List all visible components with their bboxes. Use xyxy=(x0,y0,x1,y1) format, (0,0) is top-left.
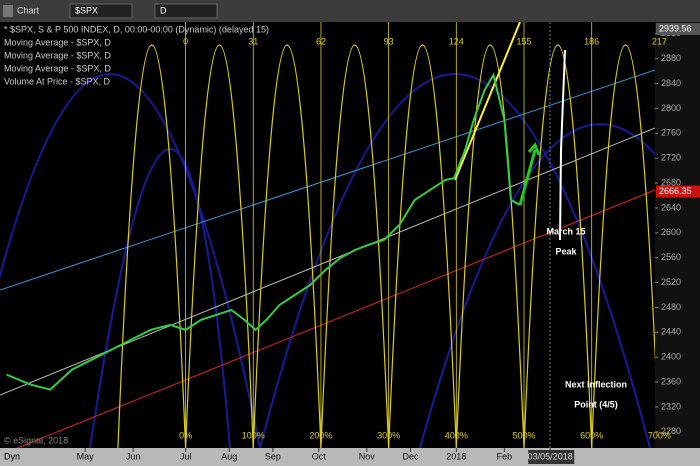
symbol-box[interactable] xyxy=(69,3,133,19)
cycle-label: 155 xyxy=(516,36,531,46)
annotation: Next Inflection xyxy=(565,379,627,389)
cycle-arc xyxy=(523,44,593,448)
cycle-label: 186 xyxy=(584,36,599,46)
corner-label: Dyn xyxy=(4,451,20,461)
legend-1: Moving Average - $SPX, D xyxy=(4,37,111,47)
percent-label: 400% xyxy=(445,430,468,440)
y-tick-label: 2320 xyxy=(661,401,681,411)
cycle-label: 31 xyxy=(248,36,258,46)
y-tick-label: 2280 xyxy=(661,426,681,436)
cycle-arc xyxy=(117,44,187,448)
x-tick-label: Jul xyxy=(180,451,192,461)
toolbar-title: Chart xyxy=(17,5,40,15)
y-tick-label: 2680 xyxy=(661,177,681,187)
x-tick-label: May xyxy=(77,451,95,461)
interval-box[interactable] xyxy=(154,3,218,19)
y-tick-label: 2400 xyxy=(661,352,681,362)
chart-icon[interactable] xyxy=(3,5,13,17)
x-tick-label: 03/05/2018 xyxy=(528,451,573,461)
price-line xyxy=(6,72,521,391)
x-tick-label: Jun xyxy=(126,451,141,461)
y-tick-label: 2440 xyxy=(661,327,681,337)
y-tick-label: 2840 xyxy=(661,78,681,88)
y-tick-label: 2640 xyxy=(661,202,681,212)
cycle-arc xyxy=(388,44,457,448)
y-tick-label: 2600 xyxy=(661,227,681,237)
trend-line xyxy=(454,22,521,181)
y-tick-label: 2720 xyxy=(661,153,681,163)
percent-label: 300% xyxy=(377,430,400,440)
symbol: $SPX xyxy=(75,5,98,15)
cycle-label: 0 xyxy=(183,36,188,46)
channel-lower xyxy=(15,189,655,448)
x-tick-label: 2018 xyxy=(446,451,466,461)
y-tick-label: 2480 xyxy=(661,302,681,312)
cycle-arc xyxy=(184,44,254,448)
price-tag xyxy=(656,185,700,198)
x-tick-label: Feb xyxy=(497,451,513,461)
percent-label: 500% xyxy=(512,430,535,440)
legend-0: * $SPX, S & P 500 INDEX, D, 00:00-00:00 … xyxy=(4,24,269,34)
x-tick-label: Sep xyxy=(265,451,281,461)
cycle-arc xyxy=(591,44,655,448)
percent-label: 200% xyxy=(309,430,332,440)
channel-upper xyxy=(0,69,655,291)
projection xyxy=(559,49,566,241)
x-tick-label: Dec xyxy=(402,451,419,461)
percent-label: 600% xyxy=(580,430,603,440)
time-axis xyxy=(0,448,700,466)
price-tag-label: 2939.56 xyxy=(659,23,692,33)
copyright: © eSignal, 2018 xyxy=(4,435,68,445)
date-highlight xyxy=(528,450,575,464)
y-tick-label: 2560 xyxy=(661,252,681,262)
y-tick-label: 2360 xyxy=(661,376,681,386)
x-tick-label: Oct xyxy=(312,451,327,461)
cycle-label: 93 xyxy=(384,36,394,46)
cycle-arc xyxy=(320,44,390,448)
y-tick-label: 2880 xyxy=(661,53,681,63)
arrow xyxy=(518,142,541,206)
blue-cycle xyxy=(0,73,655,448)
percent-label: 100% xyxy=(242,430,265,440)
y-tick-label: 2800 xyxy=(661,103,681,113)
x-tick-label: Aug xyxy=(221,451,237,461)
cycle-arc xyxy=(252,44,322,448)
x-tick-label: Nov xyxy=(359,451,376,461)
price-tag-label: 2666.35 xyxy=(659,186,692,196)
cycle-label: 62 xyxy=(316,36,326,46)
y-tick-label: 2760 xyxy=(661,128,681,138)
cycle-arc xyxy=(455,44,525,448)
annotation: March 15 xyxy=(546,226,585,236)
price-group xyxy=(6,72,521,391)
annotation: Peak xyxy=(555,246,577,256)
legend-4: Volume At Price - $SPX, D xyxy=(4,76,111,86)
price-tag xyxy=(656,23,700,35)
percent-label: 700% xyxy=(648,430,671,440)
interval: D xyxy=(160,5,167,15)
cycle-label: 217 xyxy=(652,36,667,46)
price-axis xyxy=(655,22,700,448)
cycle-label: 124 xyxy=(449,36,464,46)
y-tick-label: 2520 xyxy=(661,277,681,287)
percent-label: 0% xyxy=(179,430,192,440)
legend-3: Moving Average - $SPX, D xyxy=(4,63,111,73)
annotation: Point (4/5) xyxy=(574,399,618,409)
legend-2: Moving Average - $SPX, D xyxy=(4,50,111,60)
